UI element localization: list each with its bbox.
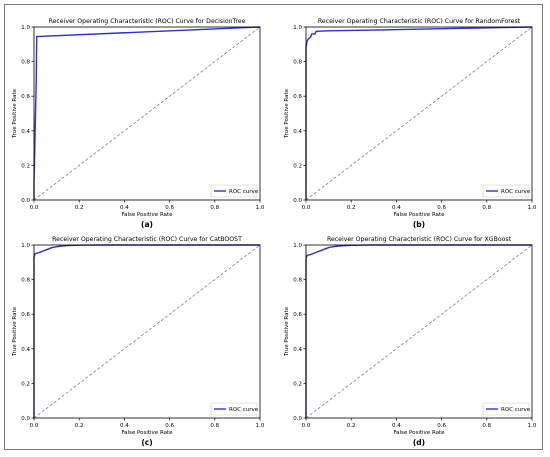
- x-tick-label: 0.6: [165, 423, 174, 429]
- roc-chart-svg: Receiver Operating Characteristic (ROC) …: [12, 18, 265, 229]
- x-tick-label: 0.4: [392, 423, 401, 429]
- y-tick-label: 0.0: [21, 416, 30, 422]
- plot-area-frame: [33, 26, 261, 201]
- roc-panel-catboost: Receiver Operating Characteristic (ROC) …: [8, 232, 270, 450]
- x-tick-label: 0.4: [120, 205, 129, 211]
- legend-box: [210, 184, 258, 198]
- panel-caption: (b): [413, 220, 425, 229]
- x-tick-label: 0.0: [302, 423, 311, 429]
- diagonal-reference-line: [33, 26, 261, 201]
- legend-label: ROC curve: [229, 407, 259, 413]
- panel-caption: (c): [141, 438, 152, 447]
- y-tick-label: 0.0: [21, 198, 30, 204]
- legend-label: ROC curve: [501, 189, 531, 195]
- y-tick-label: 0.6: [21, 312, 30, 318]
- panel-caption: (d): [413, 438, 425, 447]
- x-tick-label: 0.6: [165, 205, 174, 211]
- roc-panel-randomforest: Receiver Operating Characteristic (ROC) …: [280, 14, 542, 232]
- x-tick-label: 1.0: [256, 423, 265, 429]
- x-tick-label: 0.8: [482, 205, 491, 211]
- roc-chart-svg: Receiver Operating Characteristic (ROC) …: [12, 236, 265, 447]
- roc-chart-svg: Receiver Operating Characteristic (ROC) …: [284, 236, 537, 447]
- x-tick-label: 0.2: [347, 423, 356, 429]
- x-tick-label: 0.0: [302, 205, 311, 211]
- diagonal-reference-line: [33, 244, 261, 419]
- legend-box: [482, 184, 530, 198]
- chart-title: Receiver Operating Characteristic (ROC) …: [49, 18, 246, 25]
- y-tick-label: 0.8: [21, 60, 30, 66]
- x-tick-label: 0.0: [30, 423, 39, 429]
- y-axis-label: True Positive Rate: [284, 306, 290, 357]
- x-tick-label: 0.4: [120, 423, 129, 429]
- x-tick-label: 0.6: [437, 205, 446, 211]
- x-tick-label: 0.2: [75, 205, 84, 211]
- y-tick-label: 0.2: [21, 381, 30, 387]
- y-tick-label: 0.8: [293, 278, 302, 284]
- y-tick-label: 0.6: [21, 94, 30, 100]
- x-axis-label: False Positive Rate: [121, 430, 173, 436]
- x-tick-label: 0.8: [210, 423, 219, 429]
- panel-caption: (a): [141, 220, 153, 229]
- chart-title: Receiver Operating Characteristic (ROC) …: [52, 236, 242, 243]
- legend-label: ROC curve: [501, 407, 531, 413]
- diagonal-reference-line: [305, 244, 533, 419]
- y-tick-label: 0.6: [293, 94, 302, 100]
- y-tick-label: 0.4: [21, 347, 30, 353]
- plot-area-frame: [305, 244, 533, 419]
- roc-chart-svg: Receiver Operating Characteristic (ROC) …: [284, 18, 537, 229]
- y-tick-label: 0.4: [21, 129, 30, 135]
- y-axis-label: True Positive Rate: [12, 88, 18, 139]
- chart-title: Receiver Operating Characteristic (ROC) …: [318, 18, 521, 25]
- y-tick-label: 0.2: [21, 163, 30, 169]
- x-axis-label: False Positive Rate: [393, 430, 445, 436]
- y-tick-label: 0.4: [293, 347, 302, 353]
- y-axis-label: True Positive Rate: [284, 88, 290, 139]
- y-tick-label: 1.0: [293, 243, 302, 249]
- plot-area-frame: [33, 244, 261, 419]
- y-tick-label: 1.0: [21, 243, 30, 249]
- roc-panel-decisiontree: Receiver Operating Characteristic (ROC) …: [8, 14, 270, 232]
- y-tick-label: 1.0: [293, 25, 302, 31]
- y-tick-label: 1.0: [21, 25, 30, 31]
- y-tick-label: 0.4: [293, 129, 302, 135]
- y-tick-label: 0.8: [21, 278, 30, 284]
- legend-box: [482, 402, 530, 416]
- x-tick-label: 0.8: [482, 423, 491, 429]
- chart-title: Receiver Operating Characteristic (ROC) …: [327, 236, 512, 243]
- legend-box: [210, 402, 258, 416]
- x-axis-label: False Positive Rate: [121, 212, 173, 218]
- diagonal-reference-line: [305, 26, 533, 201]
- x-tick-label: 0.2: [75, 423, 84, 429]
- y-tick-label: 0.8: [293, 60, 302, 66]
- x-tick-label: 0.2: [347, 205, 356, 211]
- x-tick-label: 1.0: [528, 423, 537, 429]
- y-tick-label: 0.2: [293, 381, 302, 387]
- y-tick-label: 0.6: [293, 312, 302, 318]
- plot-area-frame: [305, 26, 533, 201]
- y-tick-label: 0.0: [293, 198, 302, 204]
- roc-curve-line: [305, 26, 533, 200]
- y-axis-label: True Positive Rate: [12, 306, 18, 357]
- y-tick-label: 0.2: [293, 163, 302, 169]
- x-axis-label: False Positive Rate: [393, 212, 445, 218]
- legend-label: ROC curve: [229, 189, 259, 195]
- x-tick-label: 0.0: [30, 205, 39, 211]
- x-tick-label: 1.0: [528, 205, 537, 211]
- figure-frame: [4, 4, 543, 450]
- x-tick-label: 0.8: [210, 205, 219, 211]
- x-tick-label: 1.0: [256, 205, 265, 211]
- y-tick-label: 0.0: [293, 416, 302, 422]
- roc-panel-xgboost: Receiver Operating Characteristic (ROC) …: [280, 232, 542, 450]
- x-tick-label: 0.4: [392, 205, 401, 211]
- x-tick-label: 0.6: [437, 423, 446, 429]
